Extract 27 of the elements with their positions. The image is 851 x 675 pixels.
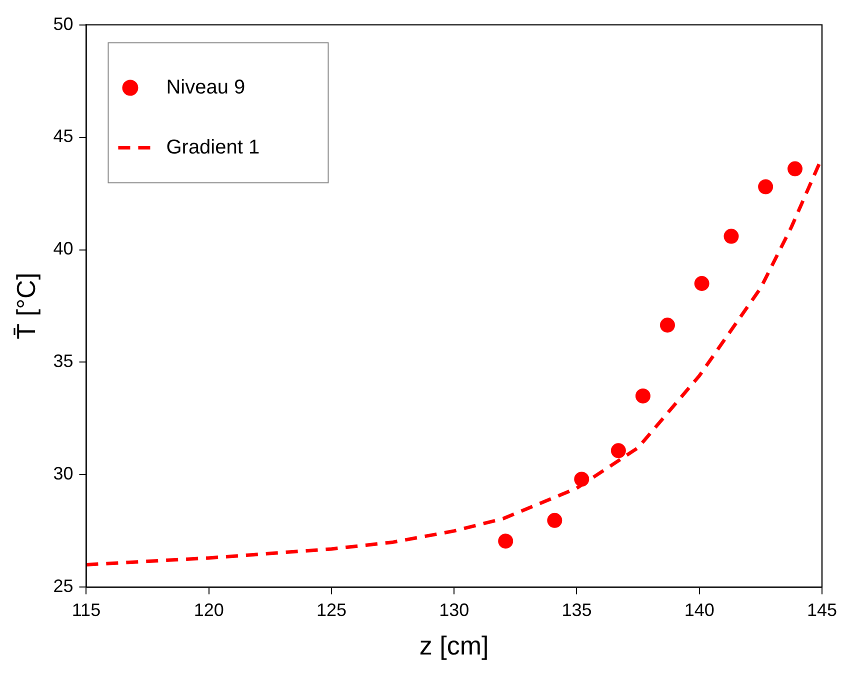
y-tick-label: 35 [53,351,74,372]
point [610,443,626,458]
y-tick-label: 50 [53,14,74,34]
x-tick-label: 130 [439,600,470,620]
point [547,512,562,528]
point [574,472,590,487]
point [788,161,803,176]
y-tick-label: 40 [53,238,74,259]
point [758,179,774,194]
x-tick-label: 125 [316,600,346,620]
point [635,388,650,404]
legend-label: Gradient 1 [166,136,260,158]
point [660,318,675,333]
x-tick-label: 140 [684,600,714,620]
x-tick-label: 120 [194,600,224,620]
point [498,534,514,549]
y-tick-label: 25 [53,576,74,596]
legend-label: Niveau 9 [166,76,246,98]
y-axis-title: T̄ [°C] [10,272,41,340]
point [694,276,710,292]
point [724,228,739,244]
x-axis-title: z [cm] [419,630,489,661]
x-tick-label: 145 [806,600,838,620]
x-tick-label: 115 [72,600,101,620]
x-tick-label: 135 [562,600,592,620]
y-tick-label: 45 [53,126,74,146]
y-tick-label: 30 [53,464,74,484]
